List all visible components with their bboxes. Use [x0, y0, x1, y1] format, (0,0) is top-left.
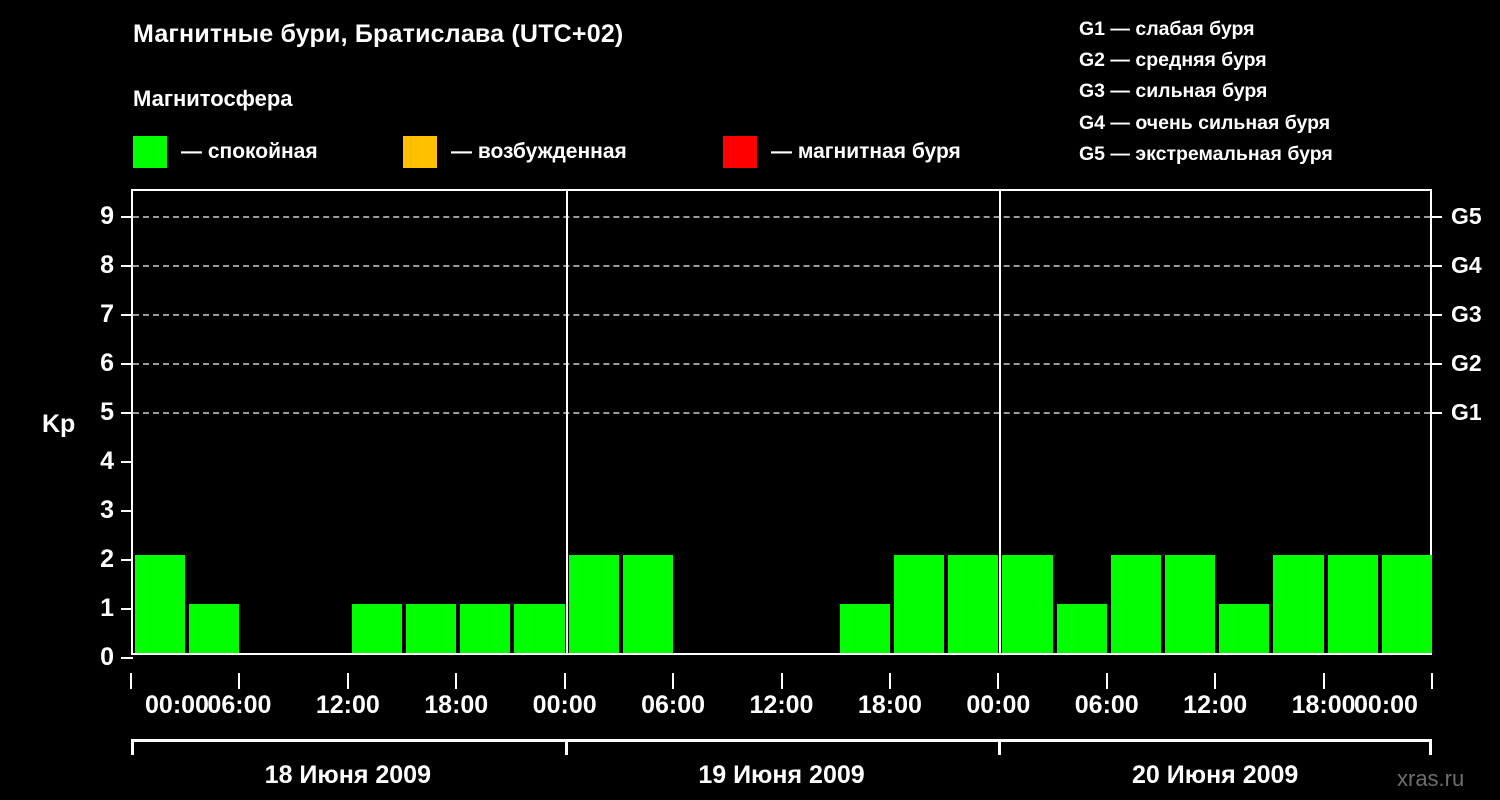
gridline-kp-6 [133, 362, 1430, 365]
x-tick-10 [1214, 673, 1217, 689]
x-tick-11 [1322, 673, 1325, 689]
x-tick-label-8: 00:00 [966, 691, 1031, 719]
date-bracket [131, 739, 1432, 755]
storm-swatch [723, 136, 757, 168]
date-label-0: 18 Июня 2009 [264, 761, 431, 789]
bar-8 [568, 554, 619, 653]
y-tick-7 [121, 313, 133, 316]
bar-13 [839, 603, 890, 653]
bar-23 [1381, 554, 1432, 653]
bar-22 [1327, 554, 1378, 653]
right-tick-G2 [1430, 362, 1442, 365]
right-tick-G1 [1430, 411, 1442, 414]
x-tick-label-7: 18:00 [857, 691, 922, 719]
y-tick-8 [121, 264, 133, 267]
x-tick-2 [346, 673, 349, 689]
chart-plot-area: 0 1 2 3 4 5 6 7 8 9 G1 G2 G3 G4 G5 [100, 189, 1482, 670]
x-tick-label-5: 06:00 [641, 691, 706, 719]
y-tick-2 [121, 558, 133, 561]
right-tick-G3 [1430, 313, 1442, 316]
date-bracket-end-1 [564, 739, 568, 755]
date-bracket-end-3 [1429, 739, 1432, 755]
bar-4 [351, 603, 403, 653]
y-tick-9 [121, 215, 133, 218]
x-tick-6 [780, 673, 783, 689]
x-tick-12 [1431, 673, 1433, 689]
right-tick-G5 [1430, 215, 1442, 218]
bar-1 [189, 603, 240, 653]
magnetosphere-label: Магнитосфера [133, 86, 293, 111]
x-axis: 00:00 06:00 12:00 18:00 00:00 06:00 12:00 18:00… [130, 657, 1433, 727]
legend-item-label: — магнитная буря [771, 140, 961, 163]
g-legend-row-2: G2 — средняя буря [1079, 49, 1267, 72]
y-tick-4 [121, 460, 133, 463]
date-label-1: 19 Июня 2009 [698, 761, 865, 789]
bar-14 [893, 554, 945, 653]
bar-19 [1164, 554, 1216, 653]
y-tick-0 [121, 657, 133, 659]
page-title: Магнитные бури, Братислава (UTC+02) [133, 20, 624, 48]
x-tick-label-2: 12:00 [315, 691, 380, 719]
g-legend-row-5: G5 — экстремальная буря [1079, 142, 1333, 165]
g-legend-row-4: G4 — очень сильная буря [1079, 111, 1331, 134]
x-tick-9 [1105, 673, 1108, 689]
bar-7 [514, 603, 565, 653]
g-legend-row-1: G1 — слабая буря [1079, 18, 1255, 40]
gridline-kp-8 [133, 264, 1430, 267]
x-tick-8 [997, 673, 1000, 689]
x-tick-label-3: 18:00 [424, 691, 489, 719]
right-tick-G4 [1430, 264, 1442, 267]
day-separator-2 [999, 191, 1002, 653]
x-tick-label-1: 06:00 [207, 691, 272, 719]
g-scale-legend: G1 — слабая буря G2 — средняя буря G3 — си… [1079, 14, 1489, 170]
x-tick-1 [238, 673, 241, 689]
x-tick-label-6: 12:00 [749, 691, 814, 719]
unsettled-swatch [403, 136, 437, 168]
bar-5 [406, 603, 457, 653]
x-tick-5 [672, 673, 675, 689]
watermark: xras.ru [1397, 766, 1465, 791]
day-separator-1 [565, 191, 568, 653]
date-axis: 18 Июня 2009 19 Июня 2009 20 Июня 2009 [131, 739, 1432, 795]
x-tick-3 [455, 673, 458, 689]
bar-20 [1219, 603, 1270, 653]
bar-0 [135, 554, 186, 653]
bar-16 [1002, 554, 1053, 653]
legend-item-2: — магнитная буря [723, 133, 961, 171]
bar-21 [1273, 554, 1324, 653]
chart-plot-inner [133, 191, 1432, 653]
bar-18 [1110, 554, 1161, 653]
bar-17 [1056, 603, 1107, 653]
legend-item-0: — спокойная [133, 133, 318, 171]
x-tick-label-9: 06:00 [1074, 691, 1139, 719]
legend-item-label: — возбужденная [451, 140, 627, 163]
bar-6 [460, 603, 511, 653]
x-tick-4 [563, 673, 566, 689]
y-tick-5 [121, 411, 133, 414]
x-tick-label-11: 18:00 [1291, 691, 1356, 719]
bar-15 [948, 554, 999, 653]
date-bracket-end-0 [131, 739, 134, 755]
legend-item-label: — спокойная [181, 140, 318, 163]
y-tick-1 [121, 607, 133, 610]
x-tick-7 [888, 673, 891, 689]
date-label-2: 20 Июня 2009 [1131, 761, 1299, 789]
date-bracket-end-2 [998, 739, 1002, 755]
gridline-kp-9 [133, 215, 1430, 218]
x-tick-label-12: 00:00 [1354, 691, 1418, 719]
gridline-kp-7 [133, 313, 1430, 316]
x-tick-0 [130, 673, 132, 689]
g-legend-row-3: G3 — сильная буря [1079, 80, 1268, 103]
x-tick-label-0: 00:00 [145, 691, 209, 719]
y-tick-6 [121, 362, 133, 365]
legend-item-1: — возбужденная [403, 133, 627, 171]
x-tick-label-10: 12:00 [1183, 691, 1248, 719]
x-tick-label-4: 00:00 [532, 691, 597, 719]
y-tick-3 [121, 509, 133, 512]
calm-swatch [133, 136, 167, 168]
bar-9 [622, 554, 674, 653]
y-axis-title: Kp [42, 410, 76, 438]
gridline-kp-5 [133, 411, 1430, 414]
